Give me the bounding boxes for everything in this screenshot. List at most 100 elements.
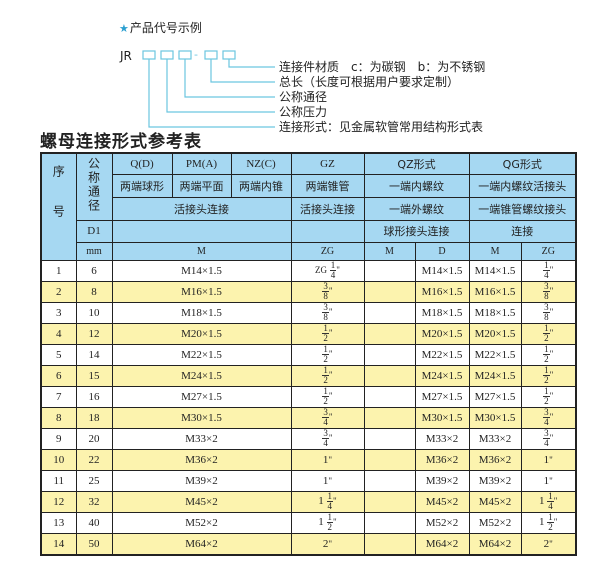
inch-mark: " xyxy=(328,328,333,339)
cell-gz: 1 2 " xyxy=(290,343,365,366)
cell-no: 7 xyxy=(40,385,77,408)
cell-d1: 20 xyxy=(75,427,113,450)
cell-qg-m: M14×1.5 xyxy=(468,259,522,282)
cell-gz: 3 4 " xyxy=(290,427,365,450)
header-zg: ZG xyxy=(290,241,365,261)
cell-qg-m: M45×2 xyxy=(468,490,522,513)
cell-qg-m: M52×2 xyxy=(468,511,522,534)
cell-no: 4 xyxy=(40,322,77,345)
cell-gz: 1 2 " xyxy=(290,322,365,345)
cell-qz-m xyxy=(363,448,416,471)
cell-d1: 6 xyxy=(75,259,113,282)
inch-mark: " xyxy=(328,391,333,402)
whole-part: 1 xyxy=(539,495,545,508)
numerator: 1 xyxy=(329,260,337,271)
inch-mark: " xyxy=(549,370,554,381)
cell-m: M64×2 xyxy=(111,532,292,555)
cell-m: M27×1.5 xyxy=(111,385,292,408)
cell-no: 14 xyxy=(40,532,77,555)
star-icon: ★ xyxy=(119,22,129,35)
header-mm: mm xyxy=(75,241,113,261)
whole-part: 2 xyxy=(322,537,329,550)
code-box-3 xyxy=(178,50,192,60)
numerator: 3 xyxy=(322,281,329,292)
label-nominal-diameter: 公称通径 xyxy=(279,90,328,104)
denominator: 2 xyxy=(548,522,553,532)
inch-mark: " xyxy=(549,349,554,360)
inch-mark: " xyxy=(328,412,333,423)
cell-qg-m: M64×2 xyxy=(468,532,522,555)
header-qz-m: M xyxy=(363,241,416,261)
header-qz-desc3: 球形接头连接 xyxy=(363,219,470,243)
cell-gz: 3 8 " xyxy=(290,301,365,324)
denominator: 4 xyxy=(327,501,333,511)
numerator: 1 xyxy=(543,260,550,271)
inch-mark: " xyxy=(328,286,333,297)
header-qg-desc1: 一端内螺纹活接头 xyxy=(468,173,577,198)
header-nominal: 公称通径 xyxy=(75,152,113,221)
cell-qz-m xyxy=(363,385,416,408)
label-connection-type: 连接形式：见金属软管常用结构形式表 xyxy=(279,120,484,134)
code-connector-lines: - xyxy=(142,48,275,128)
cell-gz: 3 4 " xyxy=(290,406,365,429)
denominator: 8 xyxy=(323,312,328,322)
cell-qz-d: M39×2 xyxy=(414,469,470,492)
table-row: 9 20 M33×2 3 4 " M33×2 M33×2 3 4 " xyxy=(40,427,577,450)
numerator: 1 xyxy=(543,386,550,397)
cell-qz-d: M36×2 xyxy=(414,448,470,471)
label-length: 总长（长度可根据用户要求定制） xyxy=(279,75,460,89)
table-row: 7 16 M27×1.5 1 2 " M27×1.5 M27×1.5 1 2 " xyxy=(40,385,577,408)
cell-no: 8 xyxy=(40,406,77,429)
cell-gz: 1 2 " xyxy=(290,364,365,387)
cell-qg-zg: 1" xyxy=(520,448,577,471)
header-qd-desc: 两端球形 xyxy=(111,173,173,198)
cell-gz: 2" xyxy=(290,532,365,555)
label-nominal-pressure: 公称压力 xyxy=(279,105,328,119)
pipe-thread-prefix: ZG xyxy=(315,265,328,276)
header-seq: 序号 xyxy=(40,152,77,261)
header-qg-zg: ZG xyxy=(520,241,577,261)
cell-m: M18×1.5 xyxy=(111,301,292,324)
denominator: 2 xyxy=(544,396,549,406)
inch-mark: " xyxy=(328,349,333,360)
inch-mark: " xyxy=(549,307,554,318)
denominator: 4 xyxy=(323,417,328,427)
whole-part: 1 xyxy=(318,516,324,529)
inch-mark: " xyxy=(549,538,553,549)
inch-mark: " xyxy=(328,454,333,465)
header-qz-d: D xyxy=(414,241,470,261)
table-row: 13 40 M52×2 1 1 2 " M52×2 M52×2 1 1 2 " xyxy=(40,511,577,534)
table-row: 3 10 M18×1.5 3 8 " M18×1.5 M18×1.5 3 8 " xyxy=(40,301,577,324)
cell-qg-zg: 3 4 " xyxy=(520,406,577,429)
inch-mark: " xyxy=(549,328,554,339)
cell-d1: 50 xyxy=(75,532,113,555)
table-body: 1 6 M14×1.5 ZG 1 4 " M14×1.5 M14×1.5 1 4 " 2 8 M16×1… xyxy=(40,259,577,555)
code-box-5 xyxy=(222,50,236,60)
cell-qg-zg: 3 8 " xyxy=(520,280,577,303)
cell-gz: ZG 1 4 " xyxy=(290,259,365,282)
inch-mark: " xyxy=(549,433,554,444)
cell-qz-d: M14×1.5 xyxy=(414,259,470,282)
cell-qz-d: M30×1.5 xyxy=(414,406,470,429)
cell-qz-d: M16×1.5 xyxy=(414,280,470,303)
denominator: 8 xyxy=(544,312,549,322)
header-pm: PM(A) xyxy=(171,152,232,175)
cell-qz-d: M45×2 xyxy=(414,490,470,513)
header-qz: QZ形式 xyxy=(363,152,470,175)
numerator: 3 xyxy=(543,302,550,313)
code-separator: - xyxy=(194,48,198,61)
table-row: 14 50 M64×2 2" M64×2 M64×2 2" xyxy=(40,532,577,555)
whole-part: 1 xyxy=(539,516,545,529)
